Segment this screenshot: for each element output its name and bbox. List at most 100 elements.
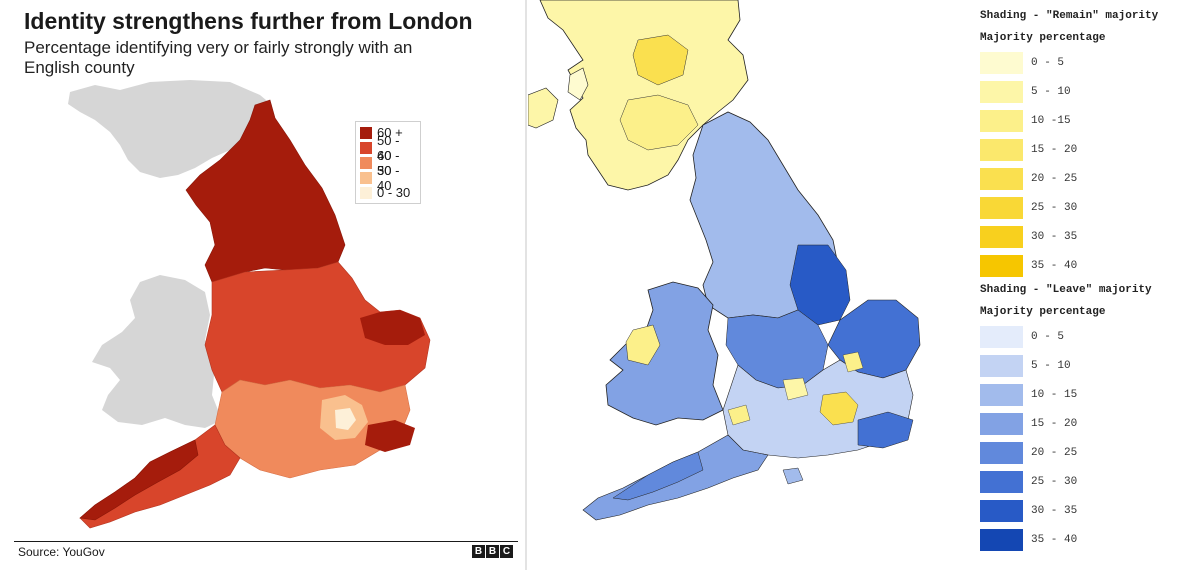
legend-swatch [980,413,1023,435]
legend-swatch [980,442,1023,464]
legend-swatch [980,168,1023,190]
cornwall-devon-region [79,439,199,521]
legend-swatch [360,171,372,184]
legend-label: 25 - 30 [1031,202,1078,214]
source-note: Source: YouGov [18,545,105,559]
leave-legend-item: 10 - 15 [980,384,1077,406]
remain-subheading: Majority percentage [980,32,1106,44]
legend-swatch [360,141,372,154]
legend-swatch [360,186,372,199]
legend-label: 25 - 30 [1031,476,1078,488]
wales-grey-area [92,275,222,428]
bbc-logo: B B C [472,545,513,558]
western-isles [567,67,589,101]
england-county-identity-map [68,80,431,529]
leave-legend-item: 20 - 25 [980,442,1077,464]
leave-legend-item: 30 - 35 [980,500,1077,522]
london-remain-area [819,391,859,426]
left-subtitle: Percentage identifying very or fairly st… [24,38,413,77]
legend-label: 20 - 25 [1031,173,1078,185]
remain-legend-item: 20 - 25 [980,168,1077,190]
devon-leave [612,451,704,501]
scotland-central-remain [632,34,689,86]
legend-label: 0 - 5 [1031,331,1065,343]
leave-legend-item: 0 - 5 [980,326,1064,348]
oxford-remain-area [782,377,809,401]
legend-label: 50 - 60 [377,132,400,163]
legend-swatch [980,355,1023,377]
legend-swatch [980,384,1023,406]
remain-legend-item: 35 - 40 [980,255,1077,277]
remain-legend-item: 30 - 35 [980,226,1077,248]
legend-swatch [980,255,1023,277]
legend-swatch [980,500,1023,522]
midlands-region [204,261,431,393]
remain-legend-item: 15 - 20 [980,139,1077,161]
remain-legend-item: 5 - 10 [980,81,1071,103]
referendum-majority-map [528,0,921,521]
legend-label: 10 - 15 [1031,389,1078,401]
legend-label: 5 - 10 [1031,86,1071,98]
wales-remain-area [625,324,661,366]
leave-legend-item: 15 - 20 [980,413,1077,435]
legend-swatch [980,81,1023,103]
legend-label: 35 - 40 [1031,260,1078,272]
legend-label: 30 - 35 [1031,231,1078,243]
legend-item-40-50: 40 - 50 [360,148,416,178]
legend-swatch [980,110,1023,132]
leave-subheading: Majority percentage [980,306,1106,318]
bbc-county-identity-panel: Identity strengthens further from London… [0,0,527,570]
leave-legend-item: 35 - 40 [980,529,1077,551]
legend-label: 30 - 40 [377,162,400,193]
legend-swatch [980,326,1023,348]
legend-label: 5 - 10 [1031,360,1071,372]
bbc-logo-letter: B [472,545,485,558]
legend-swatch [980,197,1023,219]
legend-label: 20 - 25 [1031,447,1078,459]
leave-legend-item: 25 - 30 [980,471,1077,493]
legend-item-50-60: 50 - 60 [360,133,416,163]
wales-leave [605,281,724,426]
legend-item-30-40: 30 - 40 [360,163,416,193]
legend-item-60-plus: 60 + [360,125,416,140]
legend-label: 0 - 30 [377,185,411,200]
legend-label: 30 - 35 [1031,505,1078,517]
leave-legend-item: 5 - 10 [980,355,1071,377]
isle-of-wight [782,467,804,485]
kent-leave [857,411,914,449]
bristol-remain-area [727,404,751,426]
scotland-south-remain [619,94,699,151]
left-legend: 60 + 50 - 60 40 - 50 30 - 40 0 - 30 [355,121,421,204]
legend-label: 60 + [377,125,403,140]
legend-label: 15 - 20 [1031,144,1078,156]
legend-label: 40 - 50 [377,147,400,178]
legend-swatch [980,471,1023,493]
kent-region [365,420,415,452]
northern-ireland-edge [528,87,559,129]
legend-label: 0 - 5 [1031,57,1065,69]
legend-label: 10 -15 [1031,115,1071,127]
left-title: Identity strengthens further from London [24,8,473,34]
inner-london-area [335,408,356,430]
remain-legend-item: 10 -15 [980,110,1071,132]
scotland-remain-region [539,0,749,191]
leave-heading: Shading - "Leave" majority [980,284,1152,296]
legend-swatch [980,226,1023,248]
legend-swatch [980,139,1023,161]
footer-rule [14,541,518,542]
remain-legend-item: 25 - 30 [980,197,1077,219]
norfolk-region [360,310,425,345]
legend-swatch [980,529,1023,551]
legend-swatch [360,156,372,169]
legend-item-0-30: 0 - 30 [360,185,416,200]
scotland-grey-area [68,80,272,178]
northern-england-region [185,99,346,283]
legend-label: 35 - 40 [1031,534,1078,546]
remain-heading: Shading - "Remain" majority [980,10,1159,22]
remain-legend-item: 0 - 5 [980,52,1064,74]
bbc-logo-letter: C [500,545,513,558]
legend-label: 15 - 20 [1031,418,1078,430]
legend-swatch [360,126,372,139]
legend-swatch [980,52,1023,74]
cambridge-remain-area [842,351,864,373]
